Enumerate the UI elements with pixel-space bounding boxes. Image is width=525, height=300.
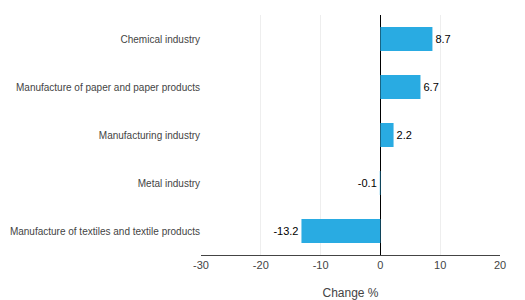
svg-text:Change %: Change %: [322, 286, 378, 300]
svg-text:-0.1: -0.1: [358, 177, 377, 189]
svg-text:-20: -20: [253, 259, 269, 271]
svg-text:-30: -30: [193, 259, 209, 271]
svg-text:20: 20: [494, 259, 506, 271]
svg-text:-13.2: -13.2: [273, 225, 298, 237]
svg-text:10: 10: [434, 259, 446, 271]
svg-text:6.7: 6.7: [423, 81, 438, 93]
svg-text:-10: -10: [313, 259, 329, 271]
svg-text:Manufacture of textiles and te: Manufacture of textiles and textile prod…: [10, 226, 200, 237]
svg-text:Metal industry: Metal industry: [138, 178, 200, 189]
svg-text:Chemical industry: Chemical industry: [121, 34, 200, 45]
svg-text:Manufacture of paper and paper: Manufacture of paper and paper products: [16, 82, 200, 93]
svg-text:8.7: 8.7: [435, 33, 450, 45]
svg-text:Manufacturing industry: Manufacturing industry: [99, 130, 200, 141]
svg-text:2.2: 2.2: [397, 129, 412, 141]
svg-text:0: 0: [377, 259, 383, 271]
